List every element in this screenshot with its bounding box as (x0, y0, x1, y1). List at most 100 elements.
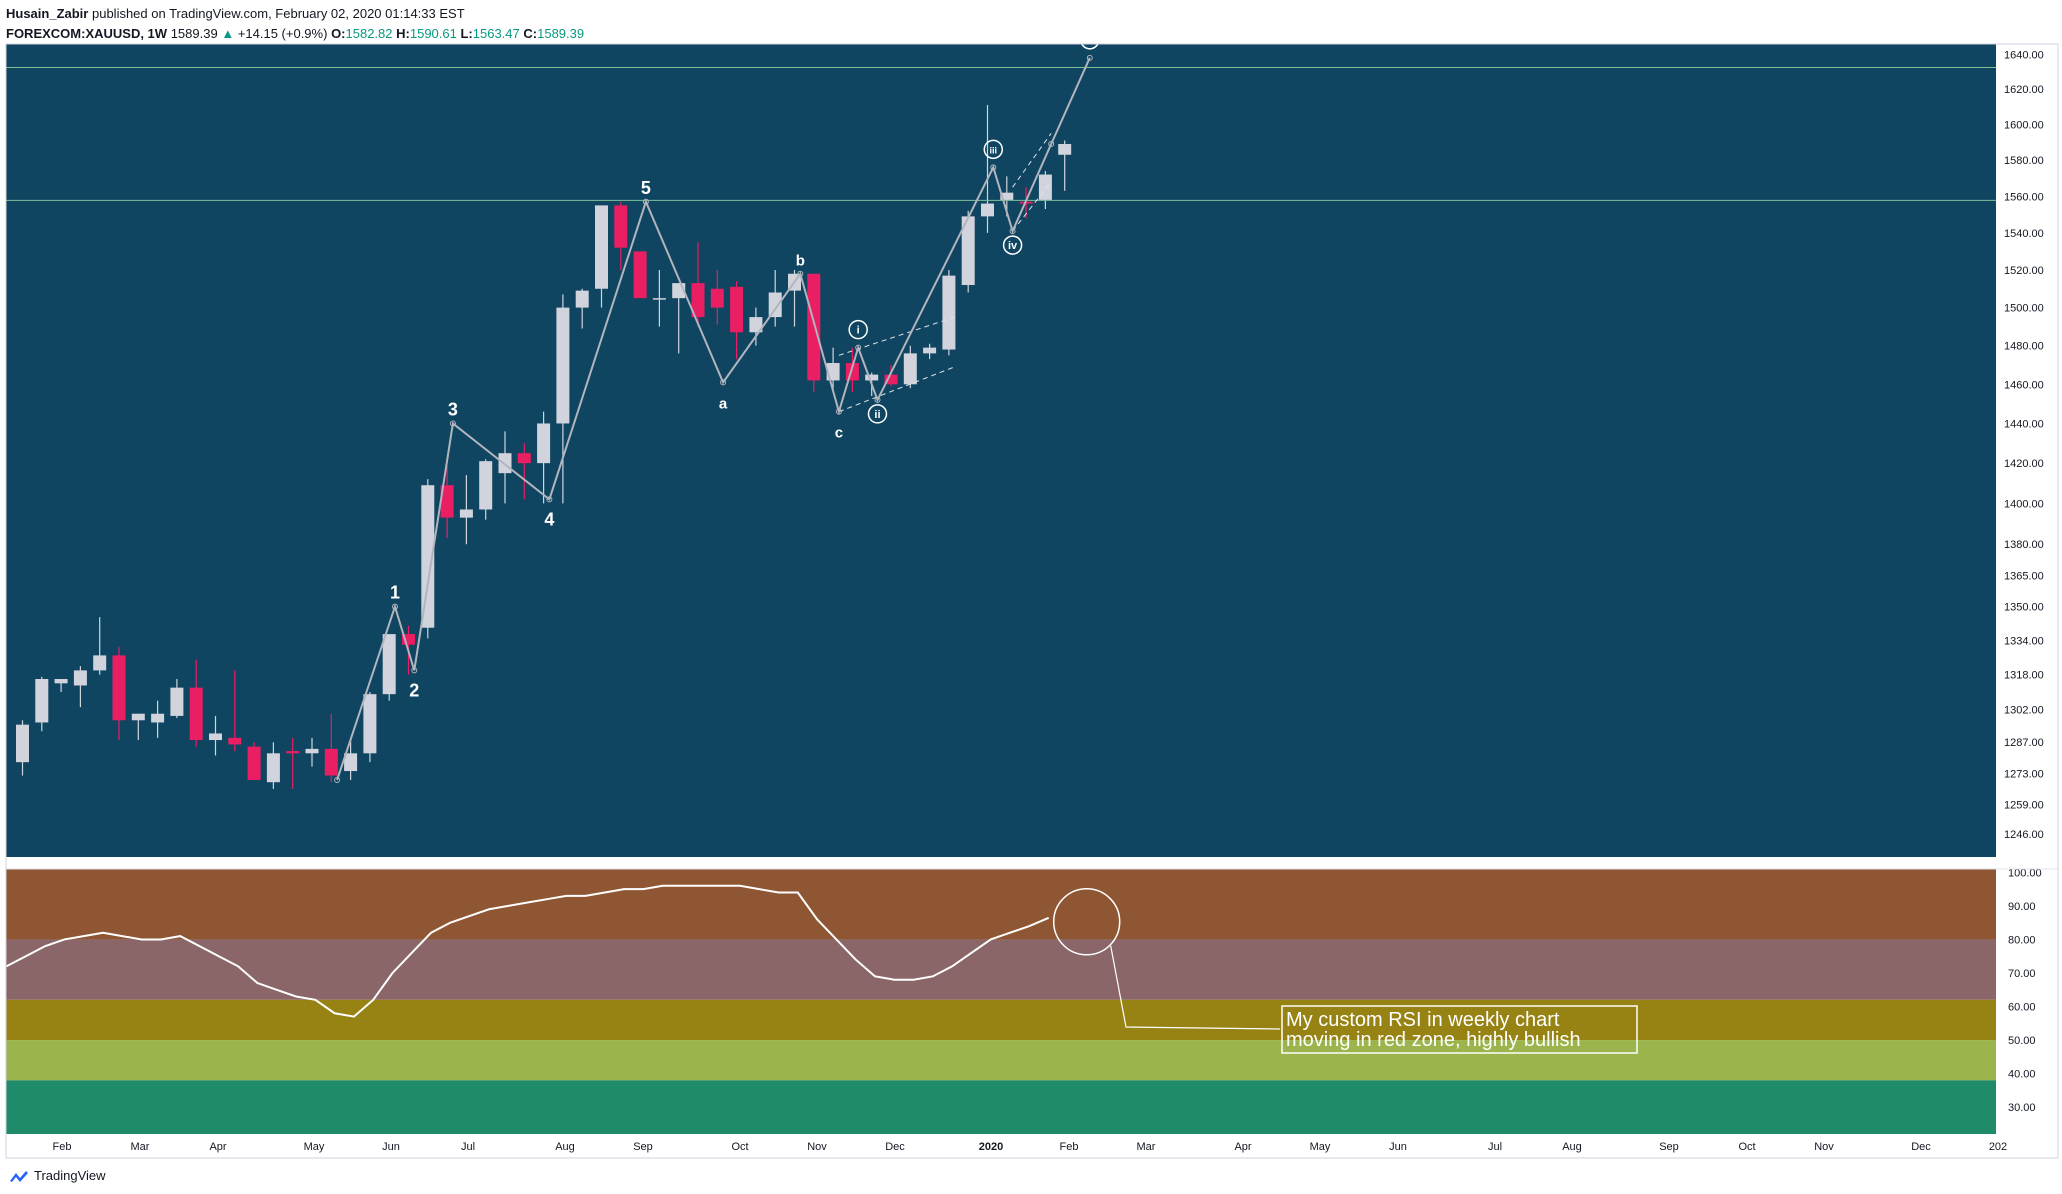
candle-body (961, 216, 975, 285)
price-tick-label: 1365.00 (2004, 570, 2044, 582)
rsi-tick-label: 30.00 (2008, 1102, 2036, 1114)
price-tick-label: 1287.00 (2004, 737, 2044, 749)
rsi-tick-label: 40.00 (2008, 1069, 2036, 1081)
wave-vertex (449, 420, 456, 427)
price-pane-background (6, 44, 1996, 857)
wave-vertex (797, 270, 804, 277)
candle (189, 659, 203, 747)
candle (614, 201, 628, 271)
candle-body (691, 283, 705, 318)
footer-brand[interactable]: TradingView (34, 1168, 106, 1183)
time-tick-label: May (304, 1141, 325, 1153)
tradingview-logo-icon (10, 1170, 28, 1182)
price-axis[interactable]: 1246.00 1259.00 1273.00 1287.00 1302.00 1318.… (2004, 49, 2044, 841)
candle (710, 270, 724, 325)
rsi-zone-0 (6, 869, 1996, 940)
rsi-tick-label: 100.00 (2008, 867, 2042, 879)
price-tick-label: 1318.00 (2004, 670, 2044, 682)
candle (35, 676, 49, 732)
chart-frame (5, 43, 2059, 1159)
time-tick-label: Nov (1814, 1141, 1834, 1153)
candle-body (16, 724, 29, 763)
candle (730, 281, 744, 360)
time-axis[interactable]: Feb Mar Apr May Jun Jul Aug Sep Oct Nov Dec 2020 Feb… (53, 1141, 2008, 1153)
candle (556, 294, 570, 504)
time-tick-label: Apr (209, 1141, 226, 1153)
candle (363, 691, 377, 763)
rsi-zone-4 (6, 1080, 1996, 1134)
author-name[interactable]: Husain_Zabir (6, 6, 89, 21)
wave-path (336, 57, 1091, 781)
candle-body (344, 753, 358, 772)
low-value: 1563.47 (472, 26, 520, 41)
candle (131, 713, 145, 741)
candle-body (884, 374, 898, 385)
rsi-zone-2 (6, 999, 1996, 1041)
rsi-tick-label: 60.00 (2008, 1002, 2036, 1014)
candle-body (498, 453, 512, 474)
candle-body (209, 733, 222, 741)
candle-body (730, 286, 744, 333)
candle (652, 270, 666, 327)
candle-body (942, 275, 956, 350)
price-tick-label: 1350.00 (2004, 602, 2044, 614)
time-axis-background (6, 1134, 1996, 1158)
rsi-highlight-circle (1052, 888, 1121, 956)
price-tick-label: 1334.00 (2004, 635, 2044, 647)
channel-line (1012, 181, 1052, 232)
time-tick-label: Apr (1234, 1141, 1251, 1153)
publish-info: published on TradingView.com, February 0… (91, 6, 465, 21)
candle-body (247, 746, 261, 780)
last-price: 1589.39 (170, 26, 218, 41)
wave-label-circle (983, 139, 1004, 160)
candle-body (749, 317, 763, 333)
callout-line-2: moving in red zone, highly bullish (1286, 1029, 1581, 1051)
candle (691, 242, 705, 327)
candle-body (440, 485, 454, 518)
rsi-tick-label: 80.00 (2008, 934, 2036, 946)
price-tick-label: 1460.00 (2004, 379, 2044, 391)
price-tick-label: 1540.00 (2004, 228, 2044, 240)
open-value: 1582.82 (345, 26, 393, 41)
price-tick-label: 1273.00 (2004, 768, 2044, 780)
price-tick-label: 1600.00 (2004, 119, 2044, 131)
wave-vertex (411, 667, 418, 674)
channel-line (838, 366, 955, 413)
candle (459, 475, 473, 545)
change-up-icon: ▲ (221, 26, 235, 41)
wave-label: c (835, 425, 843, 442)
callout-box (1281, 1005, 1638, 1054)
time-tick-label: Jul (1488, 1141, 1502, 1153)
rsi-tick-label: 90.00 (2008, 901, 2036, 913)
price-change: +14.15 (+0.9%) (237, 26, 328, 41)
symbol-label: FOREXCOM:XAUUSD, 1W (6, 26, 168, 41)
candle-body (286, 751, 300, 754)
candle (54, 679, 68, 692)
wave-label: iv (1008, 240, 1018, 252)
candle-body (131, 713, 145, 721)
candle (73, 666, 87, 708)
candle (247, 742, 261, 780)
price-tick-label: 1480.00 (2004, 341, 2044, 353)
candle (16, 720, 29, 776)
price-tick-label: 1500.00 (2004, 303, 2044, 315)
candle (382, 634, 396, 701)
rsi-axis[interactable]: 30.00 40.00 50.00 60.00 70.00 80.00 90.00 100.0… (2008, 867, 2042, 1114)
candle-body (652, 298, 666, 300)
price-tick-label: 1520.00 (2004, 265, 2044, 277)
candle (749, 307, 763, 346)
wave-label: iii (990, 145, 998, 155)
candle (595, 205, 608, 308)
candle (266, 742, 280, 789)
price-tick-label: 1380.00 (2004, 539, 2044, 551)
rsi-zone-1 (6, 939, 1996, 1000)
candle-body (768, 292, 782, 318)
candle (421, 479, 435, 639)
candle-body (363, 694, 377, 754)
rsi-tick-label: 70.00 (2008, 968, 2036, 980)
candle-body (903, 353, 917, 385)
candle-body (537, 423, 551, 464)
wave-vertex (546, 496, 553, 503)
